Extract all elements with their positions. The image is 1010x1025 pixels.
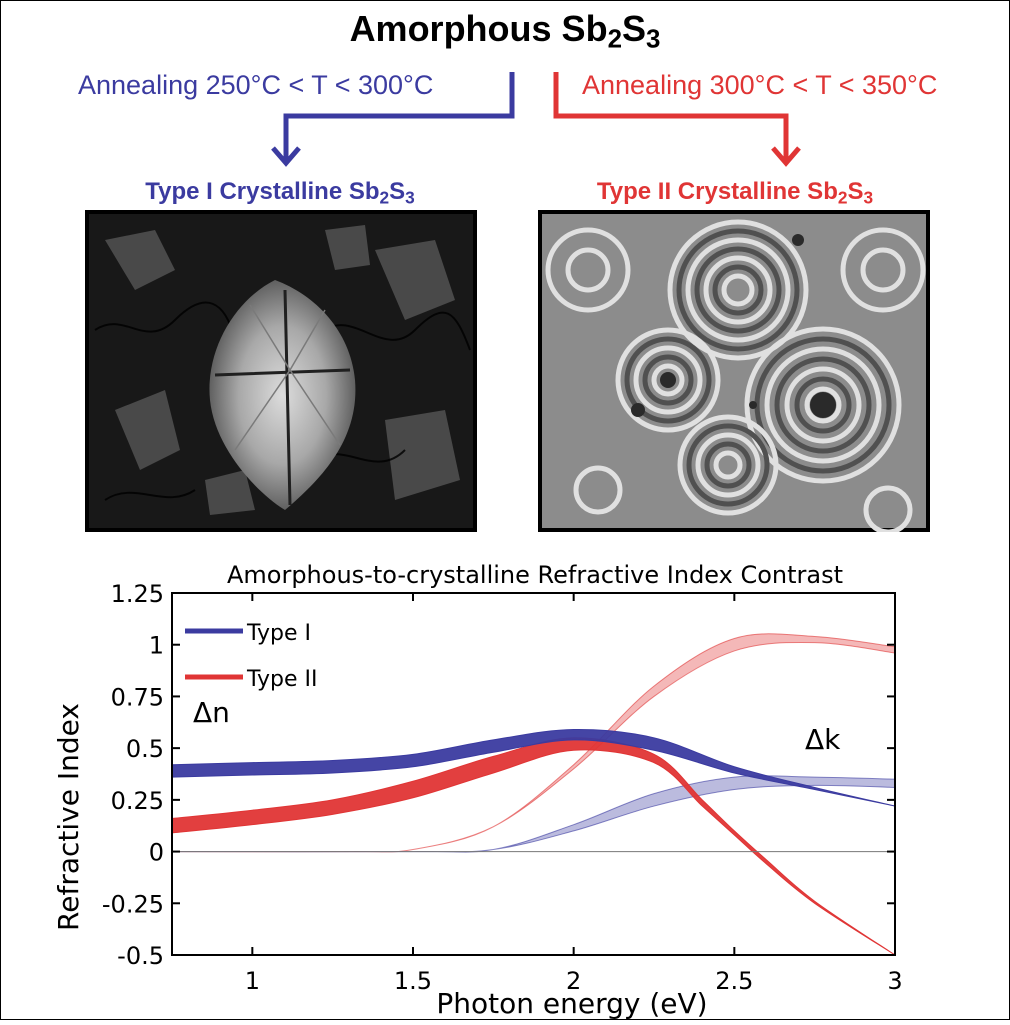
y-tick-label: 0.25 (111, 787, 164, 815)
crystal-grain (209, 280, 356, 510)
legend: Type I Type II (185, 621, 318, 692)
chart-title: Amorphous-to-crystalline Refractive Inde… (227, 561, 843, 589)
annealing-label-type1: Annealing 250°C < T < 300°C (78, 70, 434, 100)
x-tick-label: 3 (887, 967, 902, 995)
y-tick-label: 1.25 (111, 580, 164, 608)
type1-micrograph (85, 210, 477, 532)
legend-label-type1: Type I (246, 621, 311, 646)
y-tick-label: -0.25 (102, 890, 164, 918)
chart-svg: Amorphous-to-crystalline Refractive Inde… (52, 561, 903, 1020)
y-tick-label: 0 (149, 839, 164, 867)
type2-title: Type II Crystalline Sb2S3 (596, 178, 874, 208)
series-band-0 (171, 729, 896, 807)
series-layer (171, 633, 896, 956)
x-tick-label: 2.5 (715, 967, 753, 995)
branch-arrows (271, 72, 801, 167)
annotation-delta-n: Δn (193, 696, 230, 729)
annealing-label-type2: Annealing 300°C < T < 350°C (582, 70, 938, 100)
legend-label-type2: Type II (246, 667, 318, 692)
arrow-type2 (553, 72, 801, 167)
x-tick-label: 2 (566, 967, 581, 995)
annotation-delta-k: Δk (805, 723, 841, 756)
y-tick-label: 1 (149, 632, 164, 660)
y-tick-label: -0.5 (117, 942, 164, 970)
y-tick-label: 0.75 (111, 683, 164, 711)
x-tick-label: 1 (245, 967, 260, 995)
plot-frame (171, 592, 896, 956)
y-tick-label: 0.5 (126, 735, 164, 763)
page-title: Amorphous Sb2S3 (349, 8, 661, 54)
type2-micrograph (538, 210, 930, 532)
axis-layer: 1 1.5 2 2.5 3 -0.5 -0.25 0 0.25 0.5 0.75 1 1.25 (102, 580, 903, 995)
x-tick-label: 1.5 (394, 967, 432, 995)
x-axis-label: Photon energy (eV) (436, 987, 707, 1020)
refractive-index-chart: Amorphous-to-crystalline Refractive Inde… (0, 545, 1010, 1020)
y-axis-label: Refractive Index (52, 703, 85, 931)
type1-title: Type I Crystalline Sb2S3 (145, 178, 415, 208)
arrow-type1 (271, 72, 515, 167)
